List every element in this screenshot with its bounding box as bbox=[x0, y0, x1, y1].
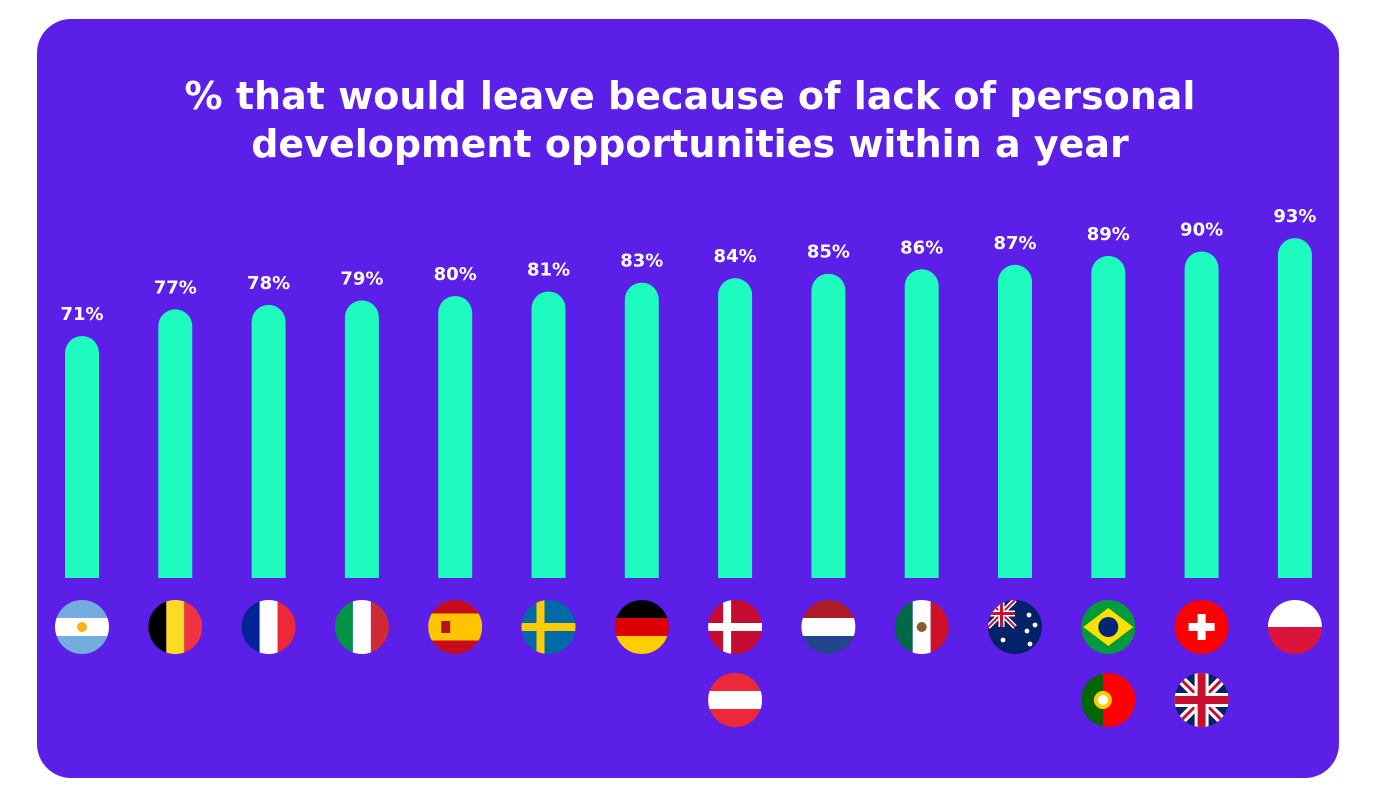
portugal-flag-icon bbox=[1081, 673, 1136, 727]
bar-group-2: 77% bbox=[148, 277, 203, 654]
germany-flag-icon bbox=[614, 600, 669, 654]
bar-group-5: 80% bbox=[428, 264, 483, 654]
data-label: 78% bbox=[247, 273, 290, 294]
data-label: 71% bbox=[60, 304, 103, 325]
bar-group-4: 79% bbox=[334, 268, 389, 654]
data-label: 80% bbox=[434, 264, 477, 285]
belgium-flag-icon bbox=[148, 600, 203, 654]
bar bbox=[158, 309, 193, 578]
austria-flag-icon bbox=[708, 673, 763, 727]
bar-group-10: 86% bbox=[894, 237, 949, 654]
chart-title-line-2: development opportunities within a year bbox=[251, 122, 1129, 166]
data-label: 90% bbox=[1180, 219, 1223, 240]
france-flag-icon bbox=[241, 600, 296, 654]
switzerland-flag-icon bbox=[1174, 600, 1229, 654]
italy-flag-icon bbox=[334, 600, 389, 654]
bar bbox=[1184, 251, 1219, 578]
bar bbox=[624, 282, 659, 578]
bar bbox=[718, 278, 753, 578]
data-label: 81% bbox=[527, 260, 570, 281]
bar-group-3: 78% bbox=[241, 273, 296, 654]
data-label: 84% bbox=[714, 246, 757, 267]
bar bbox=[998, 264, 1032, 578]
bar bbox=[1091, 255, 1126, 578]
bar bbox=[251, 304, 286, 578]
bar bbox=[65, 336, 99, 578]
spain-flag-icon bbox=[428, 600, 483, 654]
data-label: 89% bbox=[1087, 224, 1130, 245]
data-label: 77% bbox=[154, 277, 197, 298]
bar-group-7: 83% bbox=[614, 251, 669, 654]
bar-group-9: 85% bbox=[801, 242, 856, 654]
sweden-flag-icon bbox=[521, 600, 576, 654]
data-label: 85% bbox=[807, 242, 850, 263]
bar-group-13: 90% bbox=[1174, 219, 1229, 727]
bar-group-8: 84% bbox=[708, 246, 763, 727]
brazil-flag-icon bbox=[1081, 600, 1136, 654]
mexico-flag-icon bbox=[894, 600, 949, 654]
data-label: 87% bbox=[993, 233, 1036, 254]
bar-group-14: 93% bbox=[1267, 206, 1322, 654]
bar-group-1: 71% bbox=[55, 304, 109, 654]
bar bbox=[904, 269, 939, 578]
united-kingdom-flag-icon bbox=[1174, 673, 1229, 727]
bar-group-12: 89% bbox=[1081, 224, 1136, 727]
bar bbox=[1277, 238, 1312, 578]
poland-flag-icon bbox=[1267, 600, 1322, 654]
bar-group-6: 81% bbox=[521, 260, 576, 654]
chart-title-line-1: % that would leave because of lack of pe… bbox=[184, 74, 1196, 118]
data-label: 86% bbox=[900, 237, 943, 258]
netherlands-flag-icon bbox=[801, 600, 856, 654]
denmark-flag-icon bbox=[708, 600, 763, 654]
bar-group-11: 87% bbox=[988, 233, 1042, 654]
bar bbox=[811, 273, 846, 578]
data-label: 79% bbox=[340, 268, 383, 289]
australia-flag-icon bbox=[988, 600, 1042, 654]
argentina-flag-icon bbox=[55, 600, 109, 654]
bar bbox=[438, 295, 473, 578]
bar bbox=[344, 300, 379, 578]
data-label: 83% bbox=[620, 251, 663, 272]
bar bbox=[531, 291, 566, 578]
data-label: 93% bbox=[1273, 206, 1316, 227]
